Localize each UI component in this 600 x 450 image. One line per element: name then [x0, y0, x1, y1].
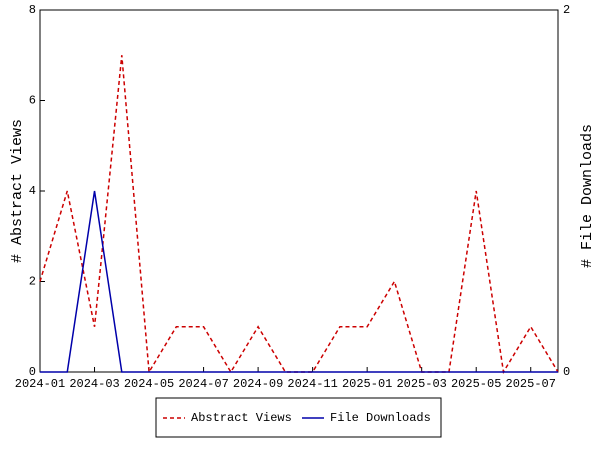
y2-axis-title: # File Downloads: [579, 124, 596, 268]
y2-tick-label: 2: [563, 3, 570, 17]
y2-tick-label: 0: [563, 365, 570, 379]
plot-frame: [39, 9, 559, 373]
series-line: [39, 55, 559, 375]
x-tick-label: 2025-01: [342, 377, 392, 391]
y-tick-label: 6: [29, 94, 36, 108]
series-line: [40, 190, 558, 373]
x-tick-label: 2024-03: [69, 377, 119, 391]
x-tick-label: 2024-05: [124, 377, 174, 391]
x-tick-label: 2024-11: [287, 377, 337, 391]
x-tick-label: 2024-01: [15, 377, 65, 391]
x-tick-label: 2024-07: [178, 377, 228, 391]
x-tick-label: 2024-09: [233, 377, 283, 391]
x-tick-label: 2025-03: [396, 377, 446, 391]
y-tick-label: 4: [29, 184, 36, 198]
y-tick-label: 0: [29, 365, 36, 379]
legend-label: File Downloads: [330, 411, 431, 425]
x-tick-label: 2025-07: [506, 377, 556, 391]
y-tick-label: 2: [29, 275, 36, 289]
legend-box: [155, 397, 442, 438]
legend-label: Abstract Views: [191, 411, 292, 425]
x-tick-label: 2025-05: [451, 377, 501, 391]
y-axis-title: # Abstract Views: [9, 119, 26, 263]
y-tick-label: 8: [29, 3, 36, 17]
